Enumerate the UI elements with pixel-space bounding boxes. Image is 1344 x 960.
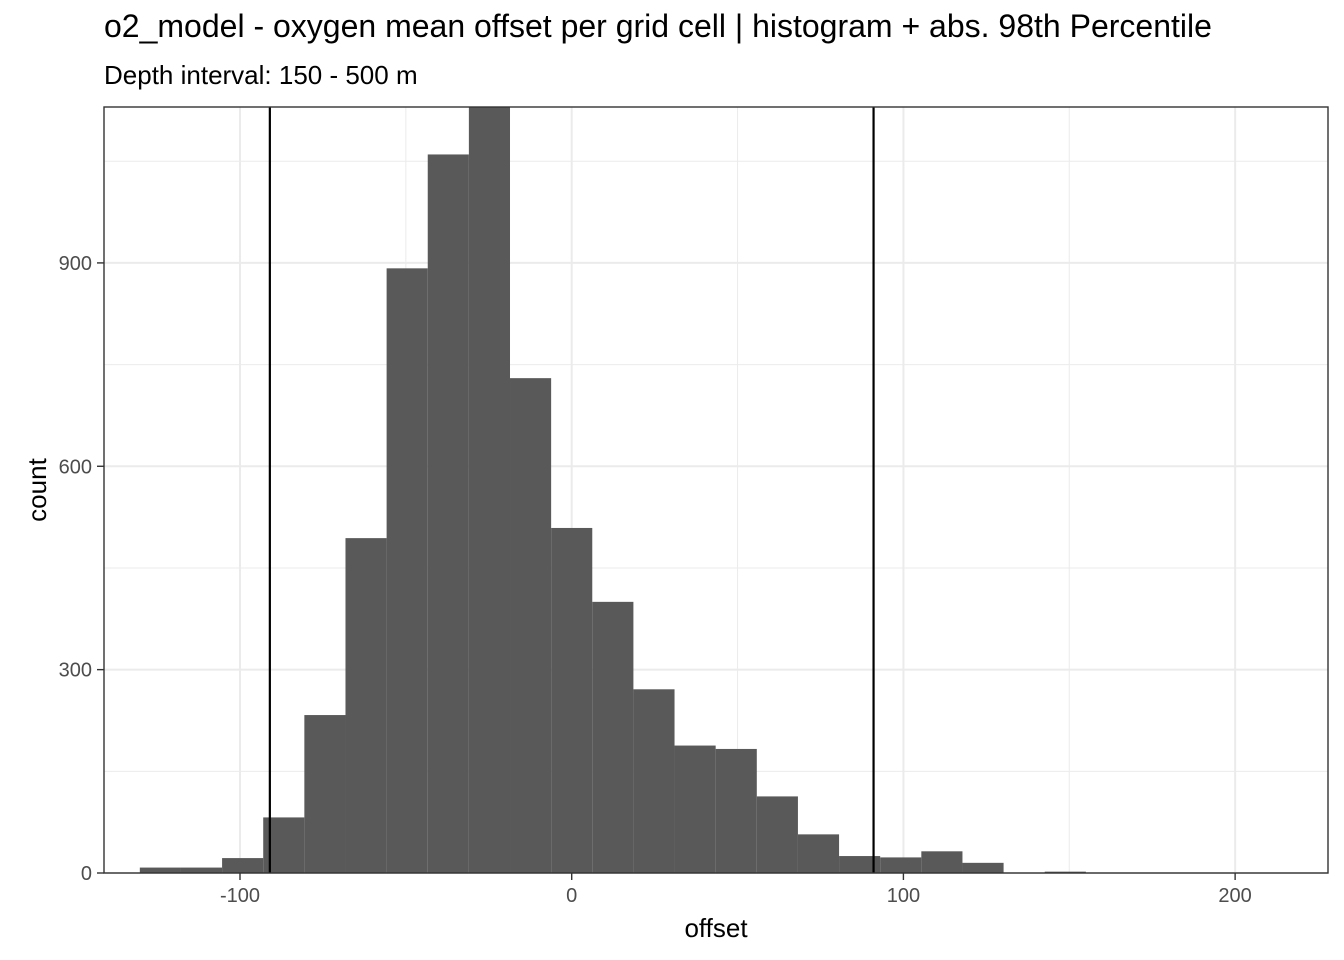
histogram-bar	[592, 601, 634, 873]
histogram-bar	[551, 527, 593, 873]
y-tick-label: 0	[81, 863, 92, 885]
panel-border	[103, 106, 1329, 874]
histogram-bar	[345, 538, 387, 873]
histogram-bar	[386, 268, 428, 874]
histogram-bar	[633, 689, 675, 873]
axes: -100 0 100 200 0 300 600 900	[59, 253, 1252, 907]
y-tick-label: 900	[59, 253, 92, 275]
x-axis-title: offset	[684, 913, 748, 943]
histogram-bar	[674, 745, 716, 873]
percentile-lines	[268, 107, 875, 873]
histogram-bar	[921, 851, 963, 873]
histogram-bar	[180, 867, 223, 873]
chart-title: o2_model - oxygen mean offset per grid c…	[104, 8, 1212, 44]
x-tick-label: 0	[566, 885, 577, 907]
histogram-bar	[222, 858, 264, 873]
histogram-bar	[797, 834, 840, 873]
y-tick-label: 600	[59, 456, 92, 478]
y-axis-title: count	[22, 457, 52, 521]
histogram-bar	[139, 867, 181, 873]
chart-subtitle: Depth interval: 150 - 500 m	[104, 60, 418, 90]
histogram-bar	[962, 862, 1004, 873]
histogram-bar	[756, 796, 798, 873]
histogram-bar	[839, 856, 881, 873]
histogram-bar	[510, 378, 552, 873]
y-tick-label: 300	[59, 660, 92, 682]
x-tick-label: -100	[220, 885, 260, 907]
x-tick-label: 200	[1218, 885, 1251, 907]
histogram-bars	[139, 107, 1086, 874]
histogram-bar	[304, 715, 346, 873]
histogram-bar	[880, 857, 922, 873]
x-tick-label: 100	[887, 885, 920, 907]
histogram-bar	[468, 107, 511, 873]
histogram-bar	[427, 154, 469, 874]
histogram-bar	[715, 748, 757, 873]
